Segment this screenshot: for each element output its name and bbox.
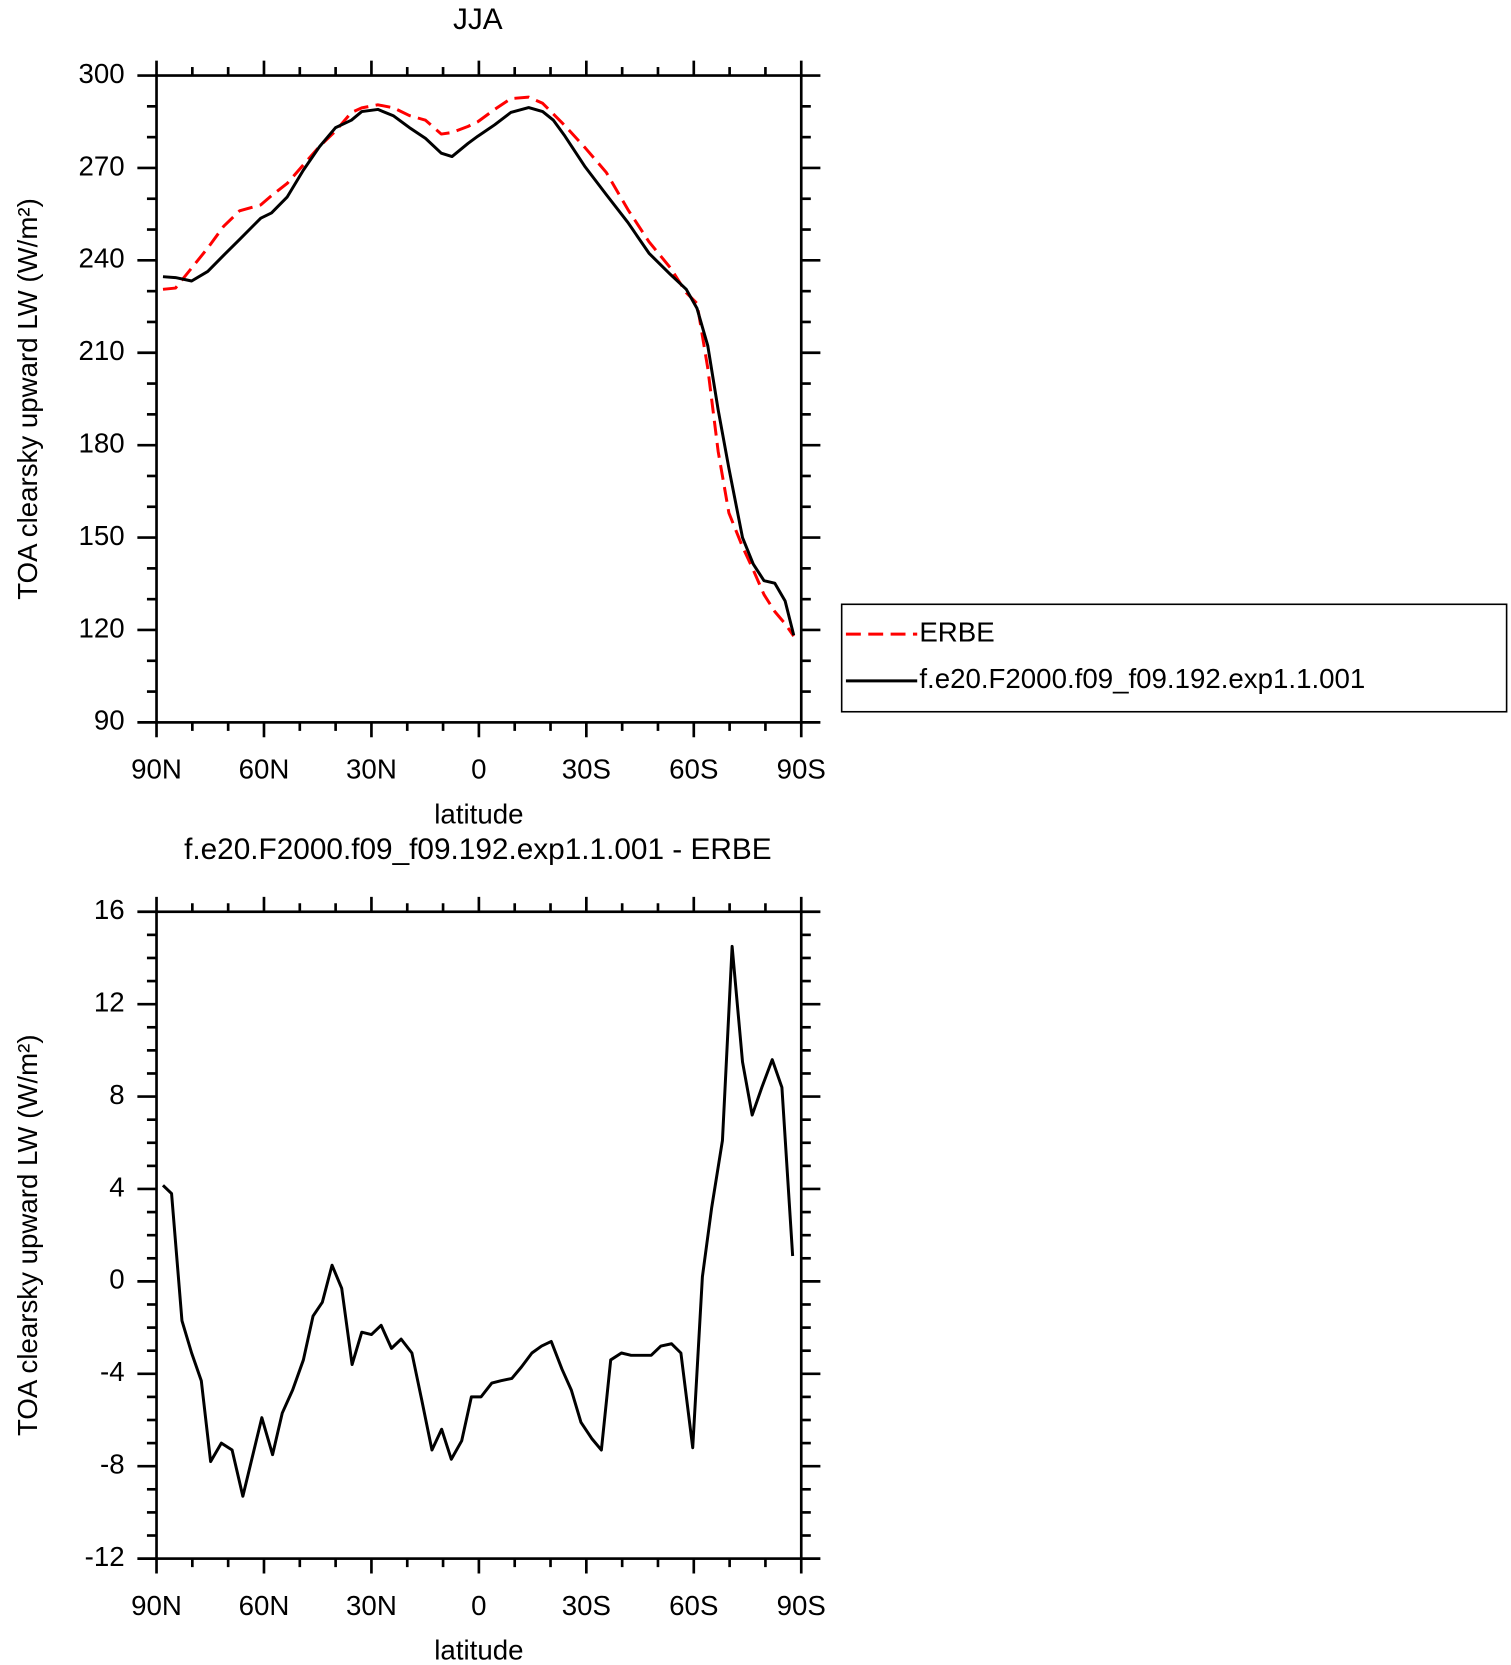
x-tick-label: 90N bbox=[131, 1590, 182, 1621]
x-tick-label: 30S bbox=[562, 1590, 611, 1621]
legend: ERBE f.e20.F2000.f09_f09.192.exp1.1.001 bbox=[840, 603, 1508, 713]
y-tick-label: -12 bbox=[85, 1541, 125, 1572]
y-tick-label: 180 bbox=[78, 427, 124, 458]
chart-title: JJA bbox=[453, 3, 503, 36]
data-line bbox=[162, 106, 796, 636]
plot-frame bbox=[155, 74, 803, 724]
y-tick-label: 210 bbox=[78, 335, 124, 366]
y-tick-label: -8 bbox=[100, 1449, 125, 1480]
y-tick-label: -4 bbox=[100, 1356, 125, 1387]
y-tick-label: 240 bbox=[78, 243, 124, 274]
x-tick-label: 90S bbox=[777, 1590, 826, 1621]
chart-title: f.e20.F2000.f09_f09.192.exp1.1.001 - ERB… bbox=[184, 833, 771, 866]
x-tick-label: 90N bbox=[131, 754, 182, 785]
y-tick-label: 120 bbox=[78, 612, 124, 643]
x-tick-label: 0 bbox=[471, 1590, 486, 1621]
y-tick-label: 300 bbox=[78, 58, 124, 89]
y-tick-label: 12 bbox=[94, 986, 125, 1017]
x-axis-label: latitude bbox=[434, 1635, 523, 1665]
y-tick-label: 90 bbox=[94, 705, 125, 736]
x-tick-label: 60S bbox=[669, 754, 718, 785]
x-tick-label: 60N bbox=[239, 1590, 290, 1621]
data-line bbox=[162, 95, 795, 637]
legend-label: ERBE bbox=[919, 616, 994, 647]
y-axis-label: TOA clearsky upward LW (W/m²) bbox=[12, 1034, 43, 1436]
y-axis-label: TOA clearsky upward LW (W/m²) bbox=[12, 198, 43, 600]
y-tick-label: 0 bbox=[109, 1264, 124, 1295]
y-tick-label: 4 bbox=[109, 1171, 124, 1202]
x-tick-label: 30N bbox=[346, 1590, 397, 1621]
legend-box bbox=[840, 603, 1508, 713]
y-tick-label: 270 bbox=[78, 150, 124, 181]
x-tick-label: 90S bbox=[777, 754, 826, 785]
x-tick-label: 60N bbox=[239, 754, 290, 785]
legend-label: f.e20.F2000.f09_f09.192.exp1.1.001 bbox=[919, 663, 1365, 694]
y-tick-label: 8 bbox=[109, 1079, 124, 1110]
x-tick-label: 30S bbox=[562, 754, 611, 785]
y-tick-label: 150 bbox=[78, 520, 124, 551]
data-line bbox=[161, 944, 795, 1498]
x-axis-label: latitude bbox=[434, 798, 523, 829]
x-tick-label: 60S bbox=[669, 1590, 718, 1621]
x-tick-label: 0 bbox=[471, 754, 486, 785]
plot-frame bbox=[155, 910, 803, 1560]
y-tick-label: 16 bbox=[94, 894, 125, 925]
x-tick-label: 30N bbox=[346, 754, 397, 785]
